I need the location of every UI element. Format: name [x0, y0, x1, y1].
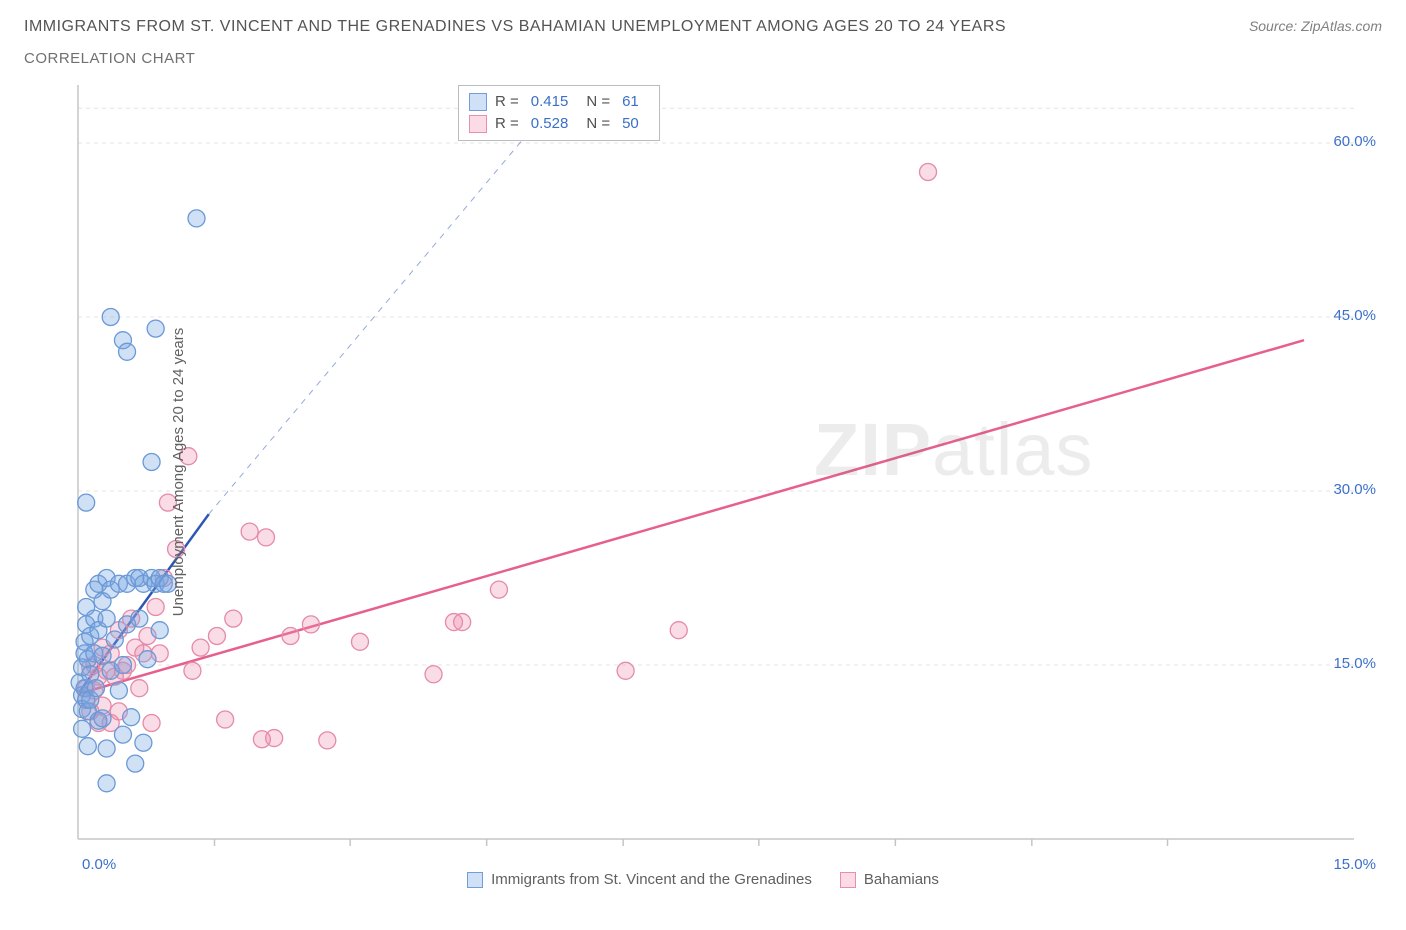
- chart-container: Unemployment Among Ages 20 to 24 years Z…: [24, 77, 1382, 867]
- correlation-stats-box: R = 0.415 N = 61 R = 0.528 N = 50: [458, 85, 660, 141]
- y-tick-label: 30.0%: [1333, 481, 1376, 498]
- legend-label-b: Bahamians: [864, 871, 939, 888]
- y-axis-label: Unemployment Among Ages 20 to 24 years: [170, 328, 187, 617]
- x-axis-min-label: 0.0%: [82, 856, 116, 873]
- legend-swatch-a: [467, 872, 483, 888]
- chart-subtitle: CORRELATION CHART: [24, 50, 1006, 67]
- stats-n-value-a: 61: [618, 91, 649, 113]
- y-tick-label: 60.0%: [1333, 133, 1376, 150]
- y-tick-label: 15.0%: [1333, 655, 1376, 672]
- stats-r-value-a: 0.415: [527, 91, 579, 113]
- legend-item-series-b: Bahamians: [840, 871, 939, 888]
- x-axis-max-label: 15.0%: [1333, 856, 1376, 873]
- header-row: IMMIGRANTS FROM ST. VINCENT AND THE GREN…: [24, 18, 1382, 67]
- source-attribution: Source: ZipAtlas.com: [1249, 18, 1382, 34]
- stats-n-label: N =: [586, 91, 610, 113]
- stats-row-series-b: R = 0.528 N = 50: [469, 113, 649, 135]
- legend-item-series-a: Immigrants from St. Vincent and the Gren…: [467, 871, 812, 888]
- stats-n-label: N =: [586, 113, 610, 135]
- legend-swatch-b: [840, 872, 856, 888]
- scatter-plot: [24, 77, 1364, 867]
- stats-r-label: R =: [495, 113, 519, 135]
- swatch-series-b: [469, 115, 487, 133]
- stats-r-value-b: 0.528: [527, 113, 579, 135]
- legend: Immigrants from St. Vincent and the Gren…: [24, 871, 1382, 888]
- stats-row-series-a: R = 0.415 N = 61: [469, 91, 649, 113]
- stats-r-label: R =: [495, 91, 519, 113]
- stats-n-value-b: 50: [618, 113, 649, 135]
- legend-label-a: Immigrants from St. Vincent and the Gren…: [491, 871, 812, 888]
- swatch-series-a: [469, 93, 487, 111]
- y-tick-label: 45.0%: [1333, 307, 1376, 324]
- chart-title: IMMIGRANTS FROM ST. VINCENT AND THE GREN…: [24, 18, 1006, 36]
